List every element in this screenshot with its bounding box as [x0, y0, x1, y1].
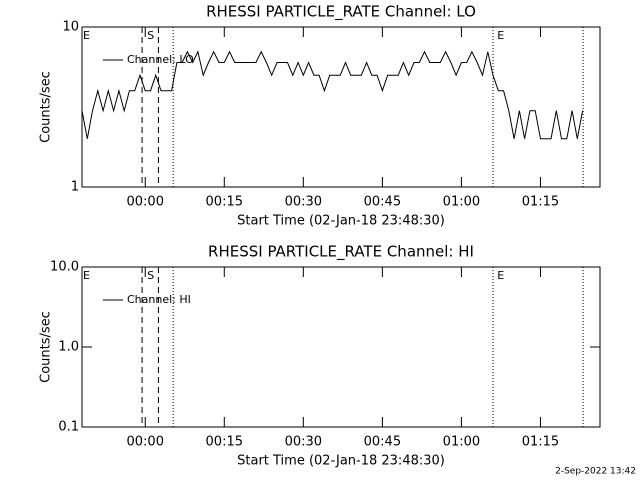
x-tick-label: 00:45	[364, 435, 401, 450]
chart-title: RHESSI PARTICLE_RATE Channel: LO	[206, 3, 476, 22]
x-tick-label: 01:15	[522, 435, 559, 450]
y-tick-label: 10.0	[50, 260, 79, 275]
flag-label: E	[83, 269, 90, 282]
flag-label: S	[147, 29, 154, 42]
x-tick-label: 00:15	[206, 195, 243, 210]
x-axis-label: Start Time (02-Jan-18 23:48:30)	[237, 454, 445, 469]
flag-label: E	[497, 269, 504, 282]
y-tick-label: 1	[71, 180, 79, 195]
y-tick-label: 0.1	[58, 420, 79, 435]
x-tick-label: 00:45	[364, 195, 401, 210]
y-tick-label: 1.0	[58, 340, 79, 355]
flag-label: E	[83, 29, 90, 42]
flag-label: E	[497, 29, 504, 42]
x-tick-label: 01:00	[443, 195, 480, 210]
x-tick-label: 00:00	[127, 195, 164, 210]
x-tick-label: 00:30	[285, 195, 322, 210]
x-tick-label: 00:00	[127, 435, 164, 450]
x-tick-label: 01:00	[443, 435, 480, 450]
x-tick-label: 01:15	[522, 195, 559, 210]
x-axis-label: Start Time (02-Jan-18 23:48:30)	[237, 214, 445, 229]
x-tick-label: 00:30	[285, 435, 322, 450]
chart-title: RHESSI PARTICLE_RATE Channel: HI	[208, 243, 474, 262]
flag-label: S	[147, 269, 154, 282]
footer-date: 2-Sep-2022 13:42	[555, 467, 636, 477]
y-axis-label: Counts/sec	[39, 311, 54, 383]
plot-frame	[81, 26, 601, 188]
y-tick-label: 10	[62, 20, 79, 35]
legend-label: Channel: HI	[127, 293, 191, 306]
y-axis-label: Counts/sec	[39, 71, 54, 143]
series-line	[81, 50, 584, 140]
x-tick-label: 00:15	[206, 435, 243, 450]
